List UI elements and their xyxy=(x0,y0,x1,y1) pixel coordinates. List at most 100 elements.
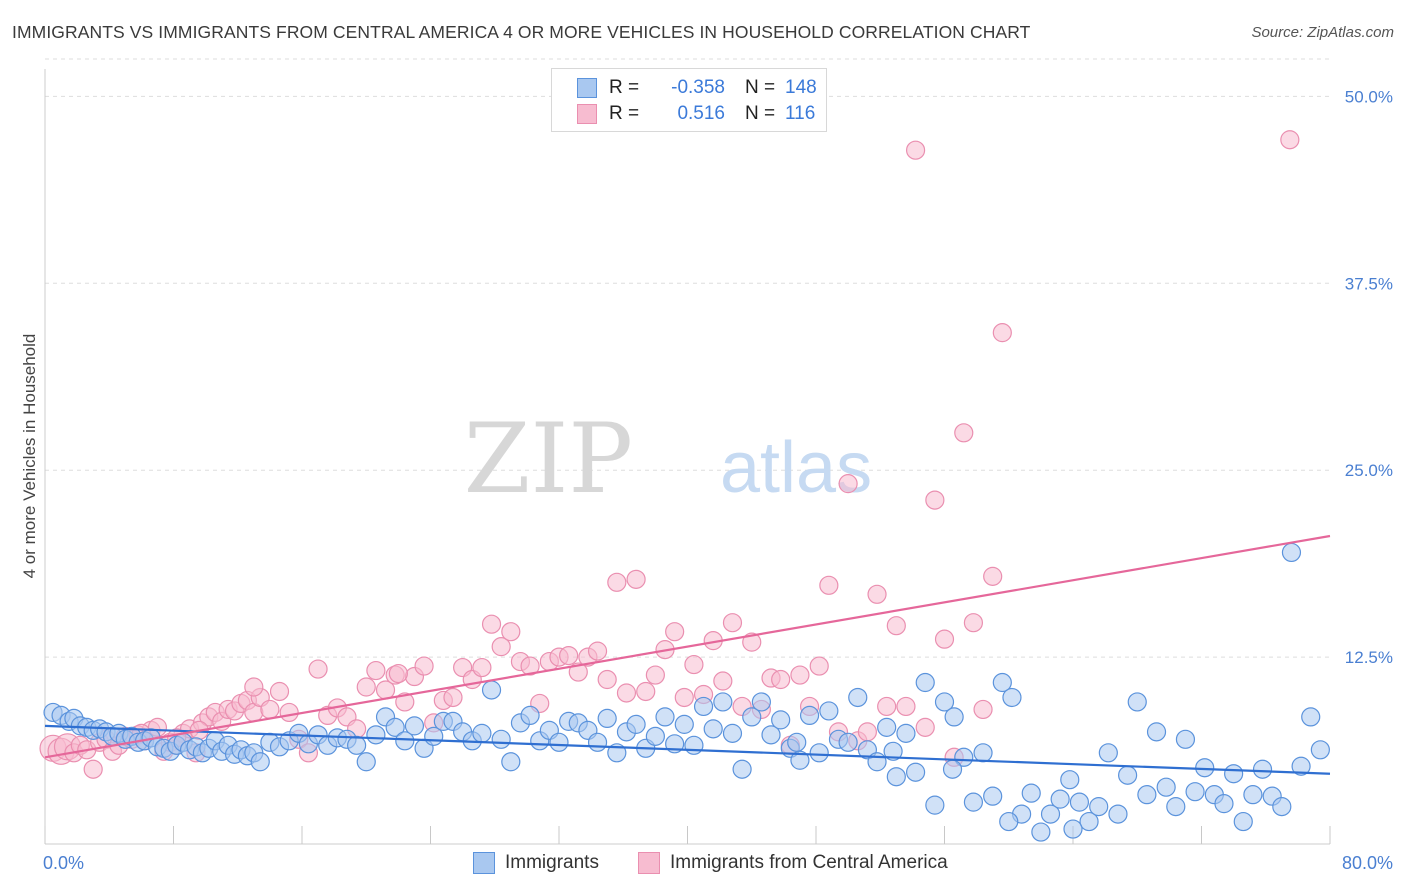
data-point-immigrants xyxy=(1060,770,1080,790)
data-point-immigrants xyxy=(925,795,945,815)
data-point-central-america xyxy=(934,629,955,649)
data-point-immigrants xyxy=(983,786,1003,806)
data-point-immigrants xyxy=(1175,729,1196,749)
data-point-immigrants xyxy=(944,707,964,727)
data-point-central-america xyxy=(886,616,906,636)
data-point-immigrants xyxy=(674,714,694,734)
series-legend: Immigrants Immigrants from Central Ameri… xyxy=(0,852,1406,878)
data-point-central-america xyxy=(568,662,588,682)
data-point-immigrants xyxy=(626,714,646,734)
legend-swatch-central-america xyxy=(577,104,597,124)
data-point-immigrants xyxy=(1185,782,1205,802)
data-point-central-america xyxy=(857,722,878,742)
data-point-immigrants xyxy=(915,672,935,693)
data-point-immigrants xyxy=(356,752,376,772)
data-point-immigrants xyxy=(722,723,743,743)
data-point-immigrants xyxy=(481,680,502,700)
data-point-central-america xyxy=(607,572,627,592)
data-point-immigrants xyxy=(1108,804,1128,824)
data-point-immigrants xyxy=(597,708,617,729)
legend-n-label: N = xyxy=(745,77,776,98)
legend-label-central-america: Immigrants from Central America xyxy=(670,852,948,873)
data-point-immigrants xyxy=(491,729,511,749)
data-point-immigrants xyxy=(973,743,993,763)
data-point-immigrants xyxy=(1272,797,1292,817)
data-point-central-america xyxy=(905,140,926,160)
data-point-immigrants xyxy=(877,717,897,737)
data-point-immigrants xyxy=(761,725,781,745)
data-point-immigrants xyxy=(501,752,521,772)
data-point-central-america xyxy=(491,637,511,657)
data-point-immigrants xyxy=(1050,789,1070,809)
data-point-immigrants xyxy=(385,717,405,737)
data-point-immigrants xyxy=(1118,765,1138,785)
data-point-immigrants xyxy=(472,723,492,743)
data-point-central-america xyxy=(915,717,935,737)
legend-swatch-immigrants xyxy=(473,852,495,874)
legend-item-immigrants[interactable]: Immigrants xyxy=(473,852,599,874)
data-point-immigrants xyxy=(742,707,762,727)
data-point-central-america xyxy=(973,699,993,720)
data-point-immigrants xyxy=(366,725,386,745)
legend-label-immigrants: Immigrants xyxy=(505,852,599,873)
watermark-zip: ZIP xyxy=(464,403,633,515)
data-point-central-america xyxy=(1280,130,1300,150)
legend-r-value: -0.358 xyxy=(671,77,725,98)
data-point-immigrants xyxy=(693,696,714,717)
data-point-central-america xyxy=(645,665,665,685)
data-point-immigrants xyxy=(684,735,704,755)
data-point-central-america xyxy=(838,474,858,494)
data-point-immigrants xyxy=(1137,785,1157,805)
data-point-central-america xyxy=(481,614,502,634)
data-point-central-america xyxy=(722,613,743,633)
data-point-immigrants xyxy=(1002,687,1022,708)
legend-r-label: R = xyxy=(609,103,640,124)
data-point-immigrants xyxy=(703,719,723,739)
data-point-immigrants xyxy=(1040,804,1061,824)
data-point-central-america xyxy=(626,569,646,589)
data-point-immigrants xyxy=(250,752,270,772)
data-point-immigrants xyxy=(1310,740,1330,760)
data-point-immigrants xyxy=(1252,759,1273,779)
data-point-central-america xyxy=(809,656,829,676)
y-axis-label: 4 or more Vehicles in Household xyxy=(20,333,39,579)
data-point-central-america xyxy=(983,566,1003,586)
data-point-immigrants xyxy=(1079,811,1099,832)
data-point-immigrants xyxy=(404,716,425,736)
data-point-central-america xyxy=(501,622,521,642)
data-point-immigrants xyxy=(1224,764,1244,784)
data-point-central-america xyxy=(83,759,103,779)
data-point-immigrants xyxy=(1031,822,1051,842)
legend-swatch-central-america xyxy=(638,852,660,874)
data-point-immigrants xyxy=(751,692,771,712)
data-point-immigrants xyxy=(1281,542,1302,563)
data-point-central-america xyxy=(388,663,408,684)
tick-labels: 12.5% 25.0% 37.5% 50.0% 0.0% 80.0% xyxy=(43,87,1393,873)
watermark: ZIP atlas xyxy=(464,403,872,515)
legend-item-central-america[interactable]: Immigrants from Central America xyxy=(638,852,948,874)
data-point-central-america xyxy=(963,613,984,633)
data-point-immigrants xyxy=(809,743,829,763)
trend-line-immigrants xyxy=(44,724,1331,775)
series-immigrants-points xyxy=(43,542,1330,842)
legend-row-central-america: R = 0.516 N = 116 xyxy=(552,101,815,127)
legend-r-value: 0.516 xyxy=(677,103,725,124)
x-tick-label: 80.0% xyxy=(1342,853,1393,873)
data-point-central-america xyxy=(790,665,810,685)
data-point-central-america xyxy=(356,677,376,697)
legend-n-value: 116 xyxy=(785,103,816,124)
data-point-immigrants xyxy=(942,759,963,779)
data-point-central-america xyxy=(992,323,1012,343)
data-point-immigrants xyxy=(1243,785,1263,805)
data-point-central-america xyxy=(636,681,656,702)
data-point-immigrants xyxy=(655,707,675,727)
y-tick-label: 25.0% xyxy=(1345,461,1393,480)
trend-line-central-america xyxy=(44,534,1331,759)
data-point-immigrants xyxy=(963,792,984,812)
data-point-immigrants xyxy=(347,735,367,755)
data-point-immigrants xyxy=(1069,792,1090,812)
data-point-central-america xyxy=(443,687,463,708)
legend-swatch-immigrants xyxy=(577,78,597,98)
data-point-central-america xyxy=(925,490,945,510)
